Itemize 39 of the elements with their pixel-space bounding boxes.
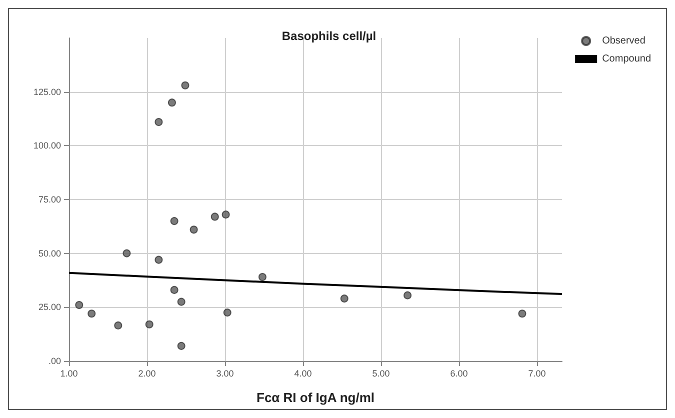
point [145, 320, 154, 328]
point [177, 298, 186, 306]
legend-label: Compound [602, 54, 651, 64]
point [177, 342, 186, 350]
point [122, 249, 131, 258]
x-tick-label: 7.00 [528, 368, 546, 378]
x-tick-label: 2.00 [138, 368, 156, 378]
point [190, 226, 198, 234]
line-series [68, 272, 563, 296]
x-tick-label: 5.00 [372, 368, 390, 378]
point [518, 310, 526, 318]
x-tick-label: 3.00 [216, 368, 234, 378]
y-tick-label: .00 [48, 356, 61, 366]
legend-label: Observed [602, 36, 646, 46]
point [404, 291, 412, 300]
point [181, 81, 190, 90]
y-tick-label: 50.00 [38, 248, 61, 258]
x-tick-label: 4.00 [294, 368, 312, 378]
y-tick-label: 100.00 [33, 140, 61, 151]
point [222, 210, 230, 219]
y-tick-label: 75.00 [38, 194, 61, 204]
point [223, 308, 232, 317]
x-axis-title: Fcα RI of IgA ng/ml [256, 390, 375, 405]
point [114, 321, 122, 330]
point [154, 118, 163, 126]
chart-title: Basophils cell/µl [282, 29, 376, 43]
y-tick-label: 25.00 [38, 302, 61, 312]
point [75, 301, 84, 310]
point [210, 212, 219, 221]
point [88, 310, 96, 318]
x-tick-label: 6.00 [450, 368, 468, 378]
point [258, 273, 266, 282]
point [154, 256, 163, 264]
point [170, 286, 178, 294]
point [340, 294, 348, 303]
y-tick-label: 125.00 [33, 86, 61, 97]
point [170, 217, 178, 226]
point [168, 98, 176, 107]
x-tick-label: 1.00 [60, 368, 78, 378]
